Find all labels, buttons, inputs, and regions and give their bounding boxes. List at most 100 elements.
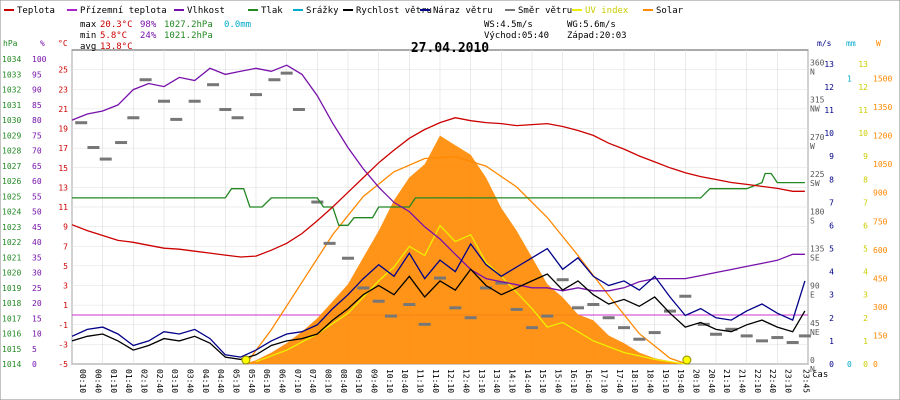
uv-tick: 4 [863,268,868,277]
wind-direction-mark [372,299,385,303]
w-tick: 1500 [873,75,892,84]
time-tick: 00:40 [93,369,102,393]
stat-max-label: max [80,20,97,30]
time-tick: 08:10 [323,369,332,393]
wind-direction-mark [464,316,477,320]
w-axis-label: W [876,39,881,48]
chart-title: 27.04.2010 [411,41,489,56]
hpa-tick: 1032 [2,86,21,95]
hpa-tick: 1019 [2,284,21,293]
wind-direction-mark [664,309,676,313]
stat-max-temp: 20.3°C [100,20,133,30]
wind-direction-mark [250,93,262,97]
degc-tick: 7 [63,242,68,251]
stat-max-rain: 0.0mm [224,20,251,30]
ms-axis-label: m/s [817,39,832,48]
stat-max-hum: 98% [140,20,157,30]
wind-direction-mark [292,107,305,111]
dir-label-tick: NE [810,328,820,337]
wind-direction-mark [311,200,324,204]
time-tick: 01:40 [124,369,133,393]
legend-entry: Srážky [306,6,339,16]
time-tick: 08:40 [339,369,348,393]
degc-tick: -5 [58,360,68,369]
degc-tick: 19 [58,125,68,134]
hpa-tick: 1017 [2,314,21,323]
wind-direction-mark [188,99,201,103]
dir-deg-tick: 45 [810,319,820,328]
wind-direction-mark [572,306,584,310]
wind-direction-mark [158,99,170,103]
wind-direction-mark [127,116,140,120]
time-tick: 21:10 [722,369,731,393]
dir-deg-tick: 90 [810,282,820,291]
series-pressure [72,172,805,226]
uv-tick: 6 [863,221,868,230]
wind-direction-mark [618,326,630,330]
time-tick: 20:40 [707,369,716,393]
stat-min-label: min [80,31,96,41]
legend-entry: Směr větru [518,6,572,16]
sunset-marker [682,355,692,365]
time-tick: 20:10 [691,369,700,393]
hpa-tick: 1026 [2,177,21,186]
info-wg: WG:5.6m/s [567,20,616,30]
legend-entry: Vlhkost [187,6,225,16]
time-tick: 14:40 [523,369,532,393]
wind-direction-mark [786,341,799,345]
wind-direction-mark [756,339,768,343]
hpa-tick: 1030 [2,116,21,125]
w-tick: 600 [873,246,888,255]
uv-tick: 3 [863,291,868,300]
degc-tick: 15 [58,164,68,173]
pct-tick: 65 [32,162,42,171]
time-tick: 10:10 [385,369,394,393]
wind-direction-mark [384,314,397,318]
stat-avg-label: avg [80,42,96,52]
wind-direction-mark [480,286,492,290]
pct-tick: 95 [32,70,42,79]
wind-direction-mark [740,334,753,338]
wind-direction-mark [403,303,416,307]
time-tick: 03:10 [170,369,179,393]
mm-tick: 1 [847,75,852,84]
series-solar-clear-sky [245,155,688,365]
legend-entry: Tlak [261,6,283,16]
degc-tick: 13 [58,183,68,192]
wind-direction-mark [725,327,738,331]
wind-direction-mark [323,241,336,245]
ms-tick: 10 [824,129,834,138]
hpa-tick: 1029 [2,131,21,140]
dir-deg-tick: 0 [810,356,815,365]
pct-tick: 70 [32,147,42,156]
time-tick: 21:40 [737,369,746,393]
pct-tick: 15 [32,314,42,323]
ms-tick: 4 [829,268,834,277]
wind-direction-mark [170,117,183,121]
uv-tick: 9 [863,152,868,161]
uv-tick: 10 [858,129,868,138]
ms-tick: 6 [829,221,834,230]
hpa-tick: 1031 [2,101,21,110]
degc-axis-label: °C [58,39,68,48]
hpa-tick: 1022 [2,238,21,247]
wind-direction-mark [556,278,569,282]
hpa-tick: 1033 [2,70,21,79]
stat-max-press: 1027.2hPa [164,20,213,30]
dir-deg-tick: 225 [810,170,825,179]
w-tick: 900 [873,189,888,198]
time-tick: 06:10 [262,369,271,393]
time-tick: 18:10 [630,369,639,393]
info-sunset: Západ:20:03 [567,31,627,41]
wind-direction-mark [633,337,646,341]
degc-tick: -3 [58,340,68,349]
pct-tick: 0 [32,360,37,369]
time-tick: 05:40 [247,369,256,393]
time-tick: 15:40 [553,369,562,393]
legend: Teplota Přízemní teplota Vlhkost Tlak Srážky… [4,6,684,16]
pct-tick: 85 [32,101,42,110]
hpa-tick: 1016 [2,330,21,339]
degc-tick: 9 [63,223,68,232]
hpa-tick: 1018 [2,299,21,308]
pct-tick: 50 [32,208,42,217]
